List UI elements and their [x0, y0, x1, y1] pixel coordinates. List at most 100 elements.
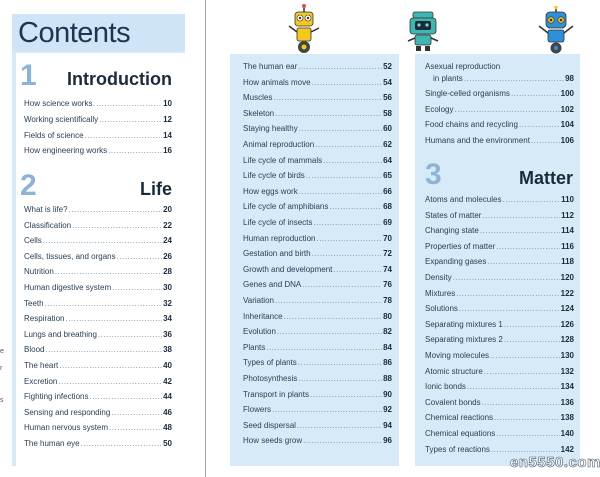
toc-entry[interactable]: Nutrition 28: [24, 267, 172, 282]
toc-entry-label: Life cycle of insects: [243, 218, 313, 227]
toc-entry-page: 66: [383, 186, 392, 196]
toc-entry[interactable]: Mixtures 122: [425, 289, 574, 304]
toc-entry[interactable]: Humans and the environment 106: [425, 136, 574, 151]
toc-leader-dots: [273, 93, 382, 102]
toc-entry[interactable]: How science works 10: [24, 99, 172, 114]
toc-entry[interactable]: Sensing and responding 46: [24, 408, 172, 423]
toc-entry[interactable]: Muscles 56: [243, 93, 392, 108]
toc-entry[interactable]: How seeds grow 96: [243, 436, 392, 451]
toc-entry[interactable]: How animals move 54: [243, 78, 392, 93]
toc-leader-dots: [329, 202, 382, 211]
toc-entry[interactable]: Atomic structure 132: [425, 367, 574, 382]
toc-entry[interactable]: Excretion 42: [24, 377, 172, 392]
toc-entry-page: 34: [163, 314, 172, 324]
toc-entry-page: 106: [560, 135, 574, 145]
toc-entry[interactable]: Life cycle of amphibians 68: [243, 202, 392, 217]
toc-entry-page: 134: [560, 382, 574, 392]
toc-entry[interactable]: Atoms and molecules 110: [425, 195, 574, 210]
toc-entry[interactable]: Gestation and birth 72: [243, 249, 392, 264]
toc-leader-dots: [302, 280, 382, 289]
toc-entry-label: in plants: [433, 74, 463, 83]
toc-entry[interactable]: Expanding gases 118: [425, 257, 574, 272]
toc-leader-dots: [464, 74, 564, 83]
toc-entry[interactable]: Types of reactions 142: [425, 445, 574, 460]
toc-entry[interactable]: Working scientifically 12: [24, 115, 172, 130]
toc-entry-label: Classification: [24, 220, 72, 230]
toc-leader-dots: [310, 390, 382, 399]
toc-entry[interactable]: Life cycle of birds 65: [243, 171, 392, 186]
toc-entry[interactable]: Density 120: [425, 273, 574, 288]
toc-entry[interactable]: What is life? 20: [24, 205, 172, 220]
toc-entry[interactable]: The human ear 52: [243, 62, 392, 77]
toc-entry[interactable]: Changing state 114: [425, 226, 574, 241]
toc-entry[interactable]: Inheritance 80: [243, 312, 392, 327]
toc-entry[interactable]: Chemical reactions 138: [425, 413, 574, 428]
toc-entry-label: Moving molecules: [425, 351, 490, 360]
toc-entry[interactable]: Types of plants 86: [243, 358, 392, 373]
toc-entry[interactable]: Fighting infections 44: [24, 392, 172, 407]
toc-leader-dots: [297, 421, 382, 430]
toc-entry[interactable]: Growth and development 74: [243, 265, 392, 280]
toc-entry[interactable]: Genes and DNA 76: [243, 280, 392, 295]
toc-entry[interactable]: Transport in plants 90: [243, 390, 392, 405]
toc-entry[interactable]: Food chains and recycling 104: [425, 120, 574, 135]
toc-entry[interactable]: Chemical equations 140: [425, 429, 574, 444]
toc-entry[interactable]: The heart 40: [24, 361, 172, 376]
toc-entry[interactable]: Ionic bonds 134: [425, 382, 574, 397]
toc-entry[interactable]: Life cycle of insects 69: [243, 218, 392, 233]
toc-entry-page: 28: [163, 267, 172, 277]
toc-entry[interactable]: Respiration 34: [24, 314, 172, 329]
toc-entry[interactable]: Plants 84: [243, 343, 392, 358]
toc-entry[interactable]: Moving molecules 130: [425, 351, 574, 366]
toc-entry[interactable]: Properties of matter 116: [425, 242, 574, 257]
toc-entry[interactable]: Human nervous system 48: [24, 423, 172, 438]
toc-entry[interactable]: Staying healthy 60: [243, 124, 392, 139]
toc-entry[interactable]: Photosynthesis 88: [243, 374, 392, 389]
toc-entry-page: 122: [560, 288, 574, 298]
toc-entry[interactable]: Variation 78: [243, 296, 392, 311]
toc-entry[interactable]: How eggs work 66: [243, 187, 392, 202]
toc-leader-dots: [316, 234, 382, 243]
toc-entry[interactable]: Covalent bonds 136: [425, 398, 574, 413]
toc-entry[interactable]: Cells 24: [24, 236, 172, 251]
toc-entry-page: 24: [163, 236, 172, 246]
toc-entry[interactable]: Separating mixtures 1 126: [425, 320, 574, 335]
toc-entry-page: 44: [163, 392, 172, 402]
toc-entry-page: 58: [383, 108, 392, 118]
toc-entry[interactable]: How engineering works 16: [24, 146, 172, 161]
toc-entry[interactable]: Animal reproduction 62: [243, 140, 392, 155]
toc-entry-page: 30: [163, 283, 172, 292]
toc-leader-dots: [333, 265, 382, 274]
toc-leader-dots: [511, 89, 560, 98]
toc-entry[interactable]: The human eye 50: [24, 439, 172, 454]
toc-entry[interactable]: Single-celled organisms 100: [425, 89, 574, 104]
toc-entry[interactable]: Blood 38: [24, 345, 172, 360]
toc-leader-dots: [519, 120, 560, 129]
toc-entry-page: 102: [560, 104, 574, 114]
toc-entry[interactable]: States of matter 112: [425, 211, 574, 226]
toc-entry[interactable]: Skeleton 58: [243, 109, 392, 124]
toc-entry[interactable]: Human digestive system 30: [24, 283, 172, 298]
toc-entry[interactable]: Seed dispersal 94: [243, 421, 392, 436]
toc-entry-page: 114: [561, 226, 574, 236]
toc-entry[interactable]: in plants 98: [425, 74, 574, 89]
toc-entry-page: 90: [383, 389, 392, 399]
toc-entry-page: 82: [383, 327, 392, 337]
toc-entry[interactable]: Teeth 32: [24, 299, 172, 314]
toc-entry[interactable]: Solutions 124: [425, 304, 574, 319]
toc-entry-page: 48: [163, 423, 172, 433]
toc-entry[interactable]: Fields of science 14: [24, 131, 172, 146]
robot-teal-icon: [407, 11, 439, 51]
toc-entry[interactable]: Evolution 82: [243, 327, 392, 342]
toc-entry[interactable]: Separating mixtures 2 128: [425, 335, 574, 350]
toc-entry[interactable]: Cells, tissues, and organs 26: [24, 252, 172, 267]
toc-entry[interactable]: Life cycle of mammals 64: [243, 156, 392, 171]
toc-entry-page: 22: [163, 220, 172, 230]
toc-entry[interactable]: Human reproduction 70: [243, 234, 392, 249]
toc-entry-label: Genes and DNA: [243, 280, 302, 290]
toc-entry[interactable]: Classification 22: [24, 221, 172, 236]
toc-entry[interactable]: Lungs and breathing 36: [24, 330, 172, 345]
toc-entry-label: Types of reactions: [425, 444, 490, 454]
toc-entry[interactable]: Ecology 102: [425, 105, 574, 120]
toc-entry[interactable]: Flowers 92: [243, 405, 392, 420]
